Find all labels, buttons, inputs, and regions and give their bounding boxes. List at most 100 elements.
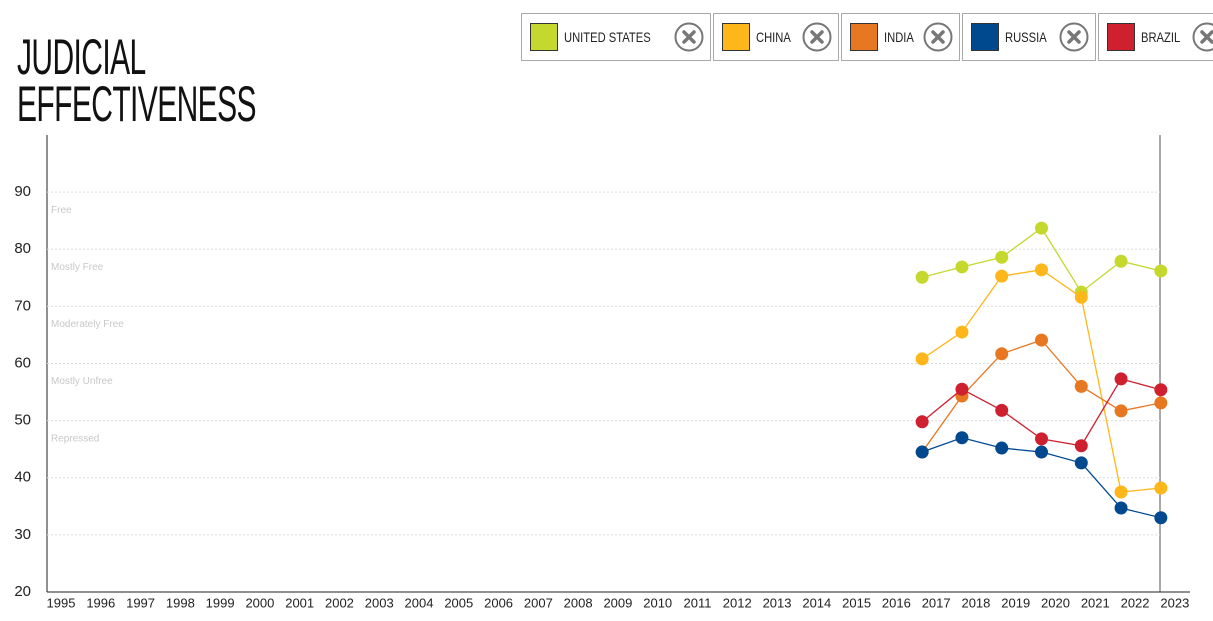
- data-point: [955, 260, 969, 274]
- x-tick-label: 1999: [206, 595, 235, 610]
- data-point: [995, 347, 1009, 361]
- data-point: [1035, 263, 1048, 277]
- legend-swatch: [1107, 23, 1136, 51]
- remove-icon: [810, 30, 824, 44]
- remove-icon: [1200, 30, 1213, 44]
- data-point: [1154, 511, 1168, 525]
- legend-swatch: [849, 23, 878, 51]
- data-point: [1154, 264, 1168, 278]
- legend: UNITED STATES CHINA INDIA RUSSIA BRAZIL: [521, 13, 1213, 61]
- band-label: Repressed: [51, 433, 99, 444]
- x-tick-label: 2005: [444, 595, 473, 610]
- remove-button[interactable]: [802, 22, 832, 52]
- data-point: [1114, 254, 1128, 268]
- x-tick-label: 2000: [245, 595, 274, 610]
- y-tick-label: 80: [14, 240, 31, 257]
- data-point: [1114, 372, 1128, 386]
- legend-item: UNITED STATES: [521, 13, 712, 61]
- legend-item: CHINA: [713, 13, 839, 61]
- data-point: [1035, 432, 1048, 446]
- band-label: Free: [51, 205, 72, 216]
- data-point: [1114, 485, 1128, 499]
- y-tick-label: 70: [14, 297, 31, 314]
- x-tick-label: 2020: [1041, 595, 1070, 610]
- remove-icon: [682, 30, 697, 44]
- x-tick-label: 2008: [564, 595, 593, 610]
- x-tick-label: 2018: [961, 595, 990, 610]
- legend-label: UNITED STATES: [564, 29, 651, 45]
- x-tick-label: 2011: [683, 595, 711, 610]
- remove-icon: [931, 30, 946, 44]
- data-point: [995, 250, 1009, 264]
- data-point: [995, 403, 1009, 417]
- y-tick-label: 40: [14, 469, 31, 486]
- legend-item: INDIA: [840, 13, 961, 61]
- data-point: [1154, 481, 1168, 495]
- remove-circle: [1192, 22, 1213, 52]
- legend-item: RUSSIA: [962, 13, 1097, 61]
- legend-label: BRAZIL: [1141, 29, 1181, 45]
- legend-label: RUSSIA: [1005, 29, 1047, 45]
- x-tick-label: 2002: [325, 595, 354, 610]
- y-tick-label: 50: [14, 412, 31, 429]
- x-tick-label: 1997: [126, 595, 155, 610]
- x-tick-label: 2007: [524, 595, 553, 610]
- data-point: [915, 445, 929, 459]
- x-tick-label: 1995: [47, 595, 76, 610]
- data-point: [1035, 221, 1048, 235]
- legend-label: INDIA: [883, 29, 914, 45]
- data-point: [955, 325, 969, 339]
- data-point: [915, 415, 929, 429]
- data-point: [1074, 439, 1088, 453]
- remove-button[interactable]: [674, 22, 704, 52]
- x-tick-label: 2021: [1081, 595, 1110, 610]
- data-point: [995, 441, 1009, 455]
- x-tick-label: 2001: [285, 595, 314, 610]
- x-tick-label: 2014: [802, 595, 831, 610]
- data-point: [1154, 383, 1168, 397]
- x-tick-label: 2023: [1160, 595, 1189, 610]
- x-tick-label: 2009: [603, 595, 632, 610]
- legend-label: CHINA: [756, 29, 792, 45]
- x-tick-label: 2019: [1001, 595, 1030, 610]
- y-tick-label: 60: [14, 354, 31, 371]
- legend-swatch: [530, 23, 558, 51]
- data-point: [995, 269, 1009, 283]
- band-label: Mostly Free: [51, 262, 104, 273]
- data-point: [1114, 501, 1128, 515]
- x-tick-label: 2003: [365, 595, 394, 610]
- remove-button[interactable]: [1192, 22, 1213, 52]
- x-tick-label: 2006: [484, 595, 513, 610]
- x-tick-label: 2013: [763, 595, 792, 610]
- data-point: [1114, 404, 1128, 418]
- data-point: [955, 382, 969, 396]
- data-point: [955, 431, 969, 445]
- x-tick-label: 1996: [86, 595, 115, 610]
- data-point: [1074, 456, 1088, 470]
- x-tick-label: 2022: [1121, 595, 1150, 610]
- data-point: [915, 270, 929, 284]
- y-tick-label: 20: [14, 583, 31, 600]
- x-tick-label: 2015: [842, 595, 871, 610]
- legend-item: BRAZIL: [1098, 13, 1213, 61]
- data-point: [1154, 396, 1168, 410]
- x-tick-label: 2016: [882, 595, 911, 610]
- y-tick-label: 90: [14, 183, 31, 200]
- data-point: [1035, 445, 1048, 459]
- data-point: [1035, 333, 1048, 347]
- x-tick-label: 2004: [405, 595, 434, 610]
- band-label: Moderately Free: [51, 319, 124, 330]
- data-point: [915, 352, 929, 366]
- remove-button[interactable]: [1059, 22, 1089, 52]
- x-tick-label: 2017: [922, 595, 951, 610]
- legend-swatch: [971, 23, 1000, 51]
- y-tick-label: 30: [14, 526, 31, 543]
- data-point: [1074, 290, 1088, 304]
- remove-button[interactable]: [923, 22, 953, 52]
- x-tick-label: 2010: [643, 595, 672, 610]
- chart-title: JUDICIAL EFFECTIVENESS: [17, 29, 257, 132]
- data-point: [1074, 379, 1088, 393]
- x-tick-label: 1998: [166, 595, 195, 610]
